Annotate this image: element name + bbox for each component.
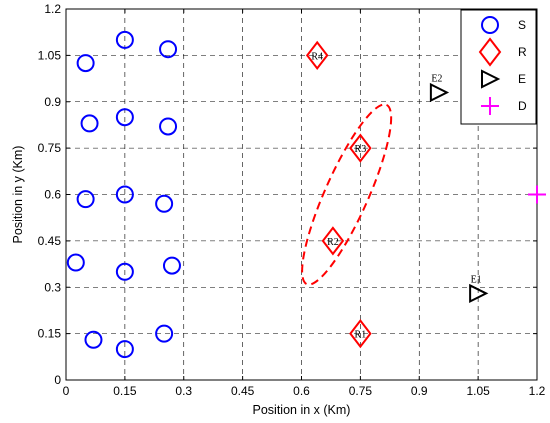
x-tick-label: 0.3 — [175, 384, 192, 398]
x-tick-label: 0.6 — [293, 384, 310, 398]
x-tick-label: 0.75 — [349, 384, 373, 398]
legend-marker-d — [481, 97, 499, 115]
point-s — [162, 256, 181, 275]
point-label-r3: R3 — [355, 144, 367, 155]
point-r — [349, 318, 372, 349]
y-tick-label: 0.3 — [44, 280, 61, 294]
y-tick-label: 1.2 — [44, 2, 61, 16]
point-e — [469, 283, 489, 304]
data-markers: R4 R3 R2 R1 E2 E1 — [66, 30, 546, 359]
point-label-r1: R1 — [355, 330, 367, 341]
point-s — [76, 54, 95, 73]
point-d — [528, 185, 546, 204]
point-s — [159, 40, 178, 59]
point-s — [66, 253, 85, 272]
point-r — [321, 226, 345, 256]
point-s — [115, 185, 134, 204]
ellipse-outline — [301, 103, 393, 286]
point-label-e1: E1 — [471, 274, 482, 285]
y-tick-label: 0.9 — [44, 95, 61, 109]
point-s — [155, 194, 174, 213]
point-s — [115, 340, 134, 359]
point-s — [80, 114, 99, 133]
point-s — [115, 30, 134, 49]
point-e — [429, 82, 450, 103]
y-axis-label: Position in y (Km) — [11, 146, 25, 244]
legend-marker-e — [481, 69, 501, 89]
point-s — [155, 324, 174, 343]
y-tick-label: 0.6 — [44, 188, 61, 202]
x-tick-label: 1.05 — [466, 384, 490, 398]
axis-ticks: 0 0.15 0.3 0.45 0.6 0.75 0.9 1.05 1.2 0 0.15 0.3 0.4… — [38, 2, 546, 398]
y-tick-label: 0.15 — [38, 327, 62, 341]
x-tick-label: 0.45 — [231, 384, 255, 398]
point-label-r4: R4 — [311, 51, 323, 62]
point-s — [76, 190, 95, 209]
point-label-e2: E2 — [431, 73, 442, 84]
x-tick-label: 1.2 — [529, 384, 546, 398]
x-tick-label: 0 — [63, 384, 70, 398]
legend-marker-s — [481, 16, 499, 34]
point-r — [349, 133, 372, 163]
y-tick-label: 0.45 — [38, 234, 62, 248]
legend-label-e: E — [518, 72, 526, 86]
y-tick-label: 0.75 — [38, 141, 62, 155]
point-s — [84, 330, 103, 349]
grid-lines — [66, 9, 537, 380]
legend-label-s: S — [518, 18, 526, 32]
point-s — [159, 117, 178, 136]
point-s — [115, 262, 134, 281]
point-r — [305, 40, 329, 71]
y-tick-label: 1.05 — [38, 48, 62, 62]
x-tick-label: 0.15 — [113, 384, 137, 398]
confidence-ellipse — [301, 103, 393, 286]
legend-label-d: D — [518, 99, 527, 113]
legend-marker-r — [478, 37, 502, 67]
point-s — [115, 108, 134, 127]
legend-label-r: R — [518, 45, 527, 59]
x-tick-label: 0.9 — [411, 384, 428, 398]
point-label-r2: R2 — [327, 237, 339, 248]
x-axis-label: Position in x (Km) — [253, 403, 351, 417]
y-tick-label: 0 — [54, 373, 61, 387]
